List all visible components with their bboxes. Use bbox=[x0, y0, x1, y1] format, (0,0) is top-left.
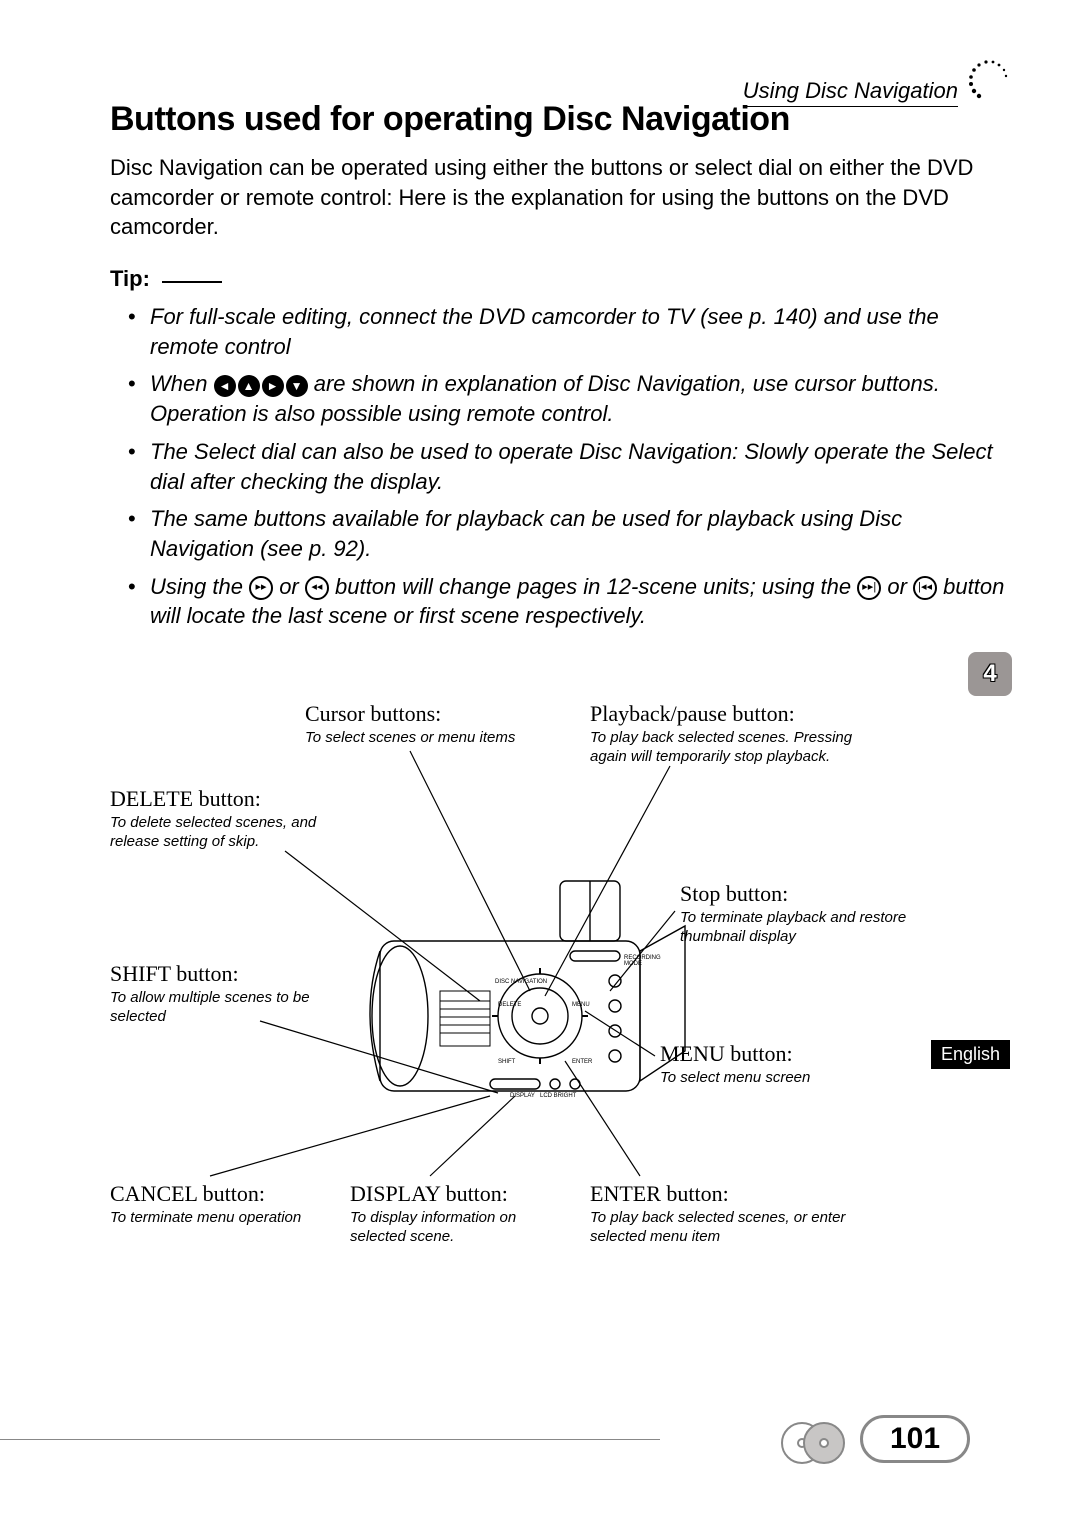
skip-back-icon: |◂◂ bbox=[913, 576, 937, 600]
tip-text: Using the bbox=[150, 574, 249, 599]
section-number-tab: 4 bbox=[968, 652, 1012, 696]
svg-text:DISPLAY: DISPLAY bbox=[510, 1093, 535, 1099]
callout-cursor: Cursor buttons: To select scenes or menu… bbox=[305, 701, 565, 748]
skip-forward-icon: ▸▸| bbox=[857, 576, 881, 600]
callout-desc: To allow multiple scenes to be selected bbox=[110, 989, 320, 1027]
svg-text:MODE: MODE bbox=[624, 961, 642, 967]
fast-forward-icon: ▸▸ bbox=[249, 576, 273, 600]
tip-block: Tip: For full-scale editing, connect the… bbox=[110, 266, 1010, 631]
tip-text: button will change pages in 12-scene uni… bbox=[335, 574, 857, 599]
tip-item: The same buttons available for playback … bbox=[110, 504, 1010, 563]
camcorder-illustration-icon: RECORDING MODE DISC NAVIGATION DELETE ME… bbox=[340, 851, 700, 1141]
callout-cancel: CANCEL button: To terminate menu operati… bbox=[110, 1181, 340, 1228]
decorative-dots-icon bbox=[966, 70, 1010, 114]
callout-delete: DELETE button: To delete selected scenes… bbox=[110, 786, 340, 852]
callout-enter: ENTER button: To play back selected scen… bbox=[590, 1181, 850, 1247]
callout-desc: To terminate menu operation bbox=[110, 1209, 340, 1228]
callout-title: DISPLAY button: bbox=[350, 1181, 570, 1207]
cursor-arrows-icon: ◄▲►▼ bbox=[214, 375, 308, 397]
callout-desc: To delete selected scenes, and release s… bbox=[110, 814, 340, 852]
tip-list: For full-scale editing, connect the DVD … bbox=[110, 302, 1010, 631]
rewind-icon: ◂◂ bbox=[305, 576, 329, 600]
svg-text:SHIFT: SHIFT bbox=[498, 1059, 516, 1065]
tip-item: Using the ▸▸ or ◂◂ button will change pa… bbox=[110, 572, 1010, 631]
callout-title: Stop button: bbox=[680, 881, 910, 907]
callout-title: SHIFT button: bbox=[110, 961, 320, 987]
svg-text:ENTER: ENTER bbox=[572, 1059, 593, 1065]
page-footer: 101 bbox=[0, 1409, 1010, 1469]
tip-text: or bbox=[279, 574, 305, 599]
callout-desc: To select scenes or menu items bbox=[305, 729, 565, 748]
tip-item: The Select dial can also be used to oper… bbox=[110, 437, 1010, 496]
header-section-title: Using Disc Navigation bbox=[743, 78, 958, 107]
page: Using Disc Navigation Buttons u bbox=[0, 0, 1080, 1529]
tip-dash-icon bbox=[162, 281, 222, 283]
callout-desc: To terminate playback and restore thumbn… bbox=[680, 909, 910, 947]
callout-title: ENTER button: bbox=[590, 1181, 850, 1207]
camcorder-diagram: Cursor buttons: To select scenes or menu… bbox=[110, 701, 1010, 1301]
tip-text: When bbox=[150, 371, 214, 396]
callout-desc: To display information on selected scene… bbox=[350, 1209, 570, 1247]
tip-item: When ◄▲►▼ are shown in explanation of Di… bbox=[110, 369, 1010, 428]
header: Using Disc Navigation bbox=[743, 70, 1010, 114]
svg-text:MENU: MENU bbox=[572, 1002, 590, 1008]
footer-rule-icon bbox=[0, 1439, 660, 1440]
callout-desc: To play back selected scenes, or enter s… bbox=[590, 1209, 850, 1247]
svg-text:LCD BRIGHT: LCD BRIGHT bbox=[540, 1093, 577, 1099]
callout-title: Playback/pause button: bbox=[590, 701, 890, 727]
callout-title: Cursor buttons: bbox=[305, 701, 565, 727]
intro-paragraph: Disc Navigation can be operated using ei… bbox=[110, 153, 1010, 242]
page-number: 101 bbox=[860, 1415, 970, 1463]
tip-label: Tip: bbox=[110, 266, 150, 292]
svg-text:DISC NAVIGATION: DISC NAVIGATION bbox=[495, 979, 547, 985]
callout-playback: Playback/pause button: To play back sele… bbox=[590, 701, 890, 767]
callout-desc: To play back selected scenes. Pressing a… bbox=[590, 729, 890, 767]
svg-text:DELETE: DELETE bbox=[498, 1002, 521, 1008]
tip-text: or bbox=[887, 574, 913, 599]
disc-decoration-icon bbox=[780, 1419, 850, 1472]
tip-item: For full-scale editing, connect the DVD … bbox=[110, 302, 1010, 361]
callout-shift: SHIFT button: To allow multiple scenes t… bbox=[110, 961, 320, 1027]
language-tab: English bbox=[931, 1040, 1010, 1069]
callout-title: CANCEL button: bbox=[110, 1181, 340, 1207]
section-number: 4 bbox=[983, 660, 996, 688]
callout-stop: Stop button: To terminate playback and r… bbox=[680, 881, 910, 947]
callout-display: DISPLAY button: To display information o… bbox=[350, 1181, 570, 1247]
callout-title: DELETE button: bbox=[110, 786, 340, 812]
